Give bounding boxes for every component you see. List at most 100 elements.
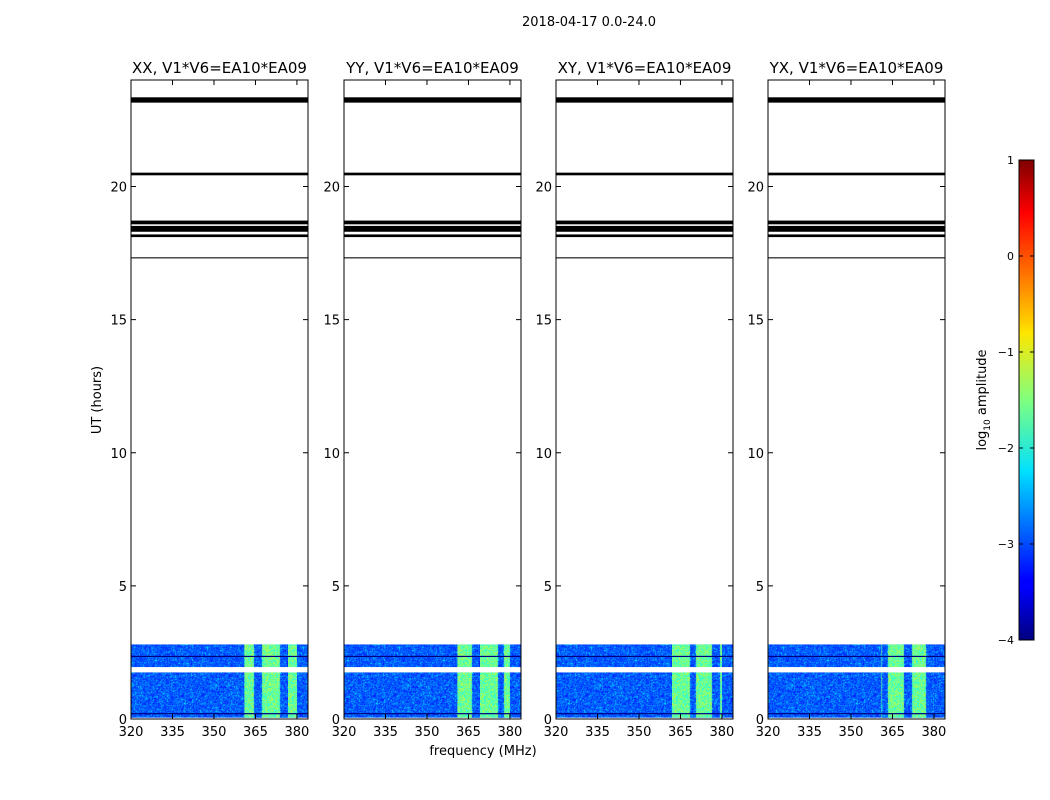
- heatmap-bright-band: [457, 644, 510, 718]
- x-tick-label: 365: [668, 725, 693, 740]
- x-tick-label: 350: [202, 725, 227, 740]
- y-tick-label: 20: [747, 181, 764, 196]
- colorbar-gradient: [1018, 159, 1035, 641]
- colorbar-tick-label: 1: [1007, 154, 1014, 167]
- y-tick-label: 10: [747, 447, 764, 462]
- y-tick-label: 5: [544, 580, 552, 595]
- x-tick-label: 350: [415, 725, 440, 740]
- black-band: [556, 172, 733, 176]
- x-tick-label: 350: [627, 725, 652, 740]
- x-tick-label: 380: [710, 725, 735, 740]
- colorbar-tick-label: −3: [998, 538, 1014, 551]
- x-tick-label: 350: [839, 725, 864, 740]
- panel-frame: [343, 79, 522, 720]
- black-band: [556, 225, 733, 232]
- panel-title: YX, V1*V6=EA10*EA09: [769, 59, 944, 77]
- panel-frame: [130, 79, 309, 720]
- y-tick-label: 5: [332, 580, 340, 595]
- y-tick-label: 0: [119, 713, 127, 728]
- heatmap-dark-line: [344, 655, 521, 658]
- colorbar: 1 0 −1 −2 −3 −4 log10 amplitude: [975, 154, 1035, 647]
- x-tick-label: 380: [498, 725, 523, 740]
- x-tick-label: 335: [160, 725, 185, 740]
- black-band: [344, 225, 521, 232]
- heatmap-bright-band: [881, 644, 934, 718]
- heatmap-bright-band: [244, 644, 297, 718]
- black-band: [131, 234, 308, 238]
- black-band: [344, 257, 521, 259]
- colorbar-tick-label: −2: [998, 442, 1014, 455]
- heatmap-dark-line: [131, 713, 308, 715]
- black-band: [131, 97, 308, 103]
- y-tick-label: 0: [332, 713, 340, 728]
- black-band: [344, 172, 521, 176]
- colorbar-tick-label: −4: [998, 634, 1014, 647]
- black-band: [131, 172, 308, 176]
- colorbar-tick-label: −1: [998, 346, 1014, 359]
- panel-yy: YY, V1*V6=EA10*EA09 320 335 350 365 380 0 5 10 15…: [323, 59, 522, 740]
- black-band: [768, 97, 945, 103]
- y-tick-label: 20: [535, 181, 552, 196]
- black-band: [131, 220, 308, 225]
- black-band: [556, 257, 733, 259]
- x-axis-label: frequency (MHz): [429, 744, 536, 759]
- black-band: [768, 220, 945, 225]
- black-band: [344, 220, 521, 225]
- figure-suptitle: 2018-04-17 0.0-24.0: [522, 15, 656, 30]
- heatmap-dark-line: [556, 713, 733, 715]
- x-tick-label: 320: [332, 725, 357, 740]
- black-band: [556, 97, 733, 103]
- heatmap-dark-line: [556, 655, 733, 658]
- y-tick-label: 0: [756, 713, 764, 728]
- x-tick-label: 335: [797, 725, 822, 740]
- black-band: [344, 97, 521, 103]
- y-tick-label: 15: [535, 314, 552, 329]
- x-tick-label: 320: [756, 725, 781, 740]
- x-tick-label: 365: [243, 725, 268, 740]
- panel-xy: XY, V1*V6=EA10*EA09 320 335 350 365 380 0 5 10 15…: [535, 59, 734, 740]
- x-tick-label: 380: [285, 725, 310, 740]
- y-axis-label: UT (hours): [90, 366, 105, 434]
- panel-xx: XX, V1*V6=EA10*EA09 320 335 350 365 380 0 5 10 15…: [110, 59, 309, 740]
- y-tick-label: 10: [110, 447, 127, 462]
- heatmap-bright-band: [669, 644, 722, 718]
- y-tick-label: 15: [110, 314, 127, 329]
- x-tick-label: 320: [119, 725, 144, 740]
- y-tick-label: 20: [323, 181, 340, 196]
- y-tick-label: 15: [323, 314, 340, 329]
- heatmap-dark-line: [768, 713, 945, 715]
- x-tick-label: 335: [373, 725, 398, 740]
- flagged-gap: [768, 667, 945, 673]
- black-band: [131, 225, 308, 232]
- panel-title: XX, V1*V6=EA10*EA09: [132, 59, 307, 77]
- heatmap-dark-line: [344, 713, 521, 715]
- y-tick-label: 15: [747, 314, 764, 329]
- y-tick-label: 20: [110, 181, 127, 196]
- black-band: [768, 225, 945, 232]
- y-tick-label: 10: [535, 447, 552, 462]
- black-band: [556, 234, 733, 238]
- black-band: [556, 220, 733, 225]
- y-tick-label: 0: [544, 713, 552, 728]
- black-band: [344, 234, 521, 238]
- heatmap-dark-line: [131, 655, 308, 658]
- flagged-gap: [131, 667, 308, 673]
- panel-yx: YX, V1*V6=EA10*EA09 320 335 350 365 380 0 5 10 15…: [747, 59, 946, 740]
- panel-frame: [555, 79, 734, 720]
- colorbar-label: log10 amplitude: [975, 349, 993, 450]
- black-band: [768, 234, 945, 238]
- flagged-gap: [556, 667, 733, 673]
- panel-title: YY, V1*V6=EA10*EA09: [345, 59, 519, 77]
- panel-frame: [767, 79, 946, 720]
- black-band: [768, 257, 945, 259]
- x-tick-label: 365: [456, 725, 481, 740]
- y-tick-label: 5: [119, 580, 127, 595]
- x-tick-label: 320: [544, 725, 569, 740]
- x-tick-label: 380: [922, 725, 947, 740]
- panel-title: XY, V1*V6=EA10*EA09: [558, 59, 732, 77]
- y-tick-label: 5: [756, 580, 764, 595]
- x-tick-label: 335: [585, 725, 610, 740]
- black-band: [768, 172, 945, 176]
- x-tick-label: 365: [880, 725, 905, 740]
